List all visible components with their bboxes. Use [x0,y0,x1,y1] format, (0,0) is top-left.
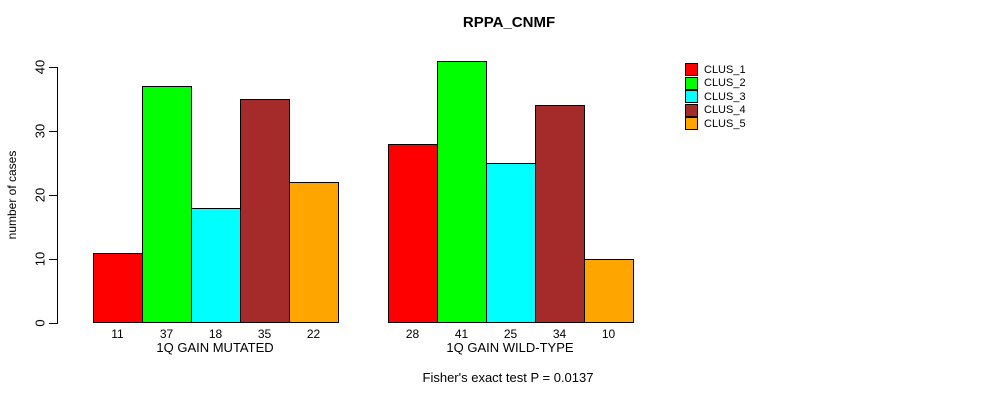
legend-swatch-icon [685,76,698,90]
y-tick-mark [49,323,57,324]
legend-swatch-icon [685,117,698,131]
legend-label: CLUS_5 [704,117,746,130]
legend-label: CLUS_4 [704,104,746,117]
legend-swatch-icon [685,103,698,117]
bar-value-label: 22 [306,327,321,341]
bar-clus_1-group2 [388,144,438,323]
legend-item-clus_2: CLUS_2 [685,76,746,91]
legend-swatch-icon [685,90,698,104]
y-tick-mark [49,195,57,196]
bar-value-label: 28 [405,327,420,341]
y-tick-label: 40 [32,59,48,75]
legend-swatch-icon [685,63,698,77]
bar-value-label: 37 [159,327,174,341]
y-tick-label: 10 [32,251,48,267]
bar-clus_1-group1 [93,253,143,323]
bar-value-label: 25 [503,327,518,341]
bar-clus_3-group2 [486,163,536,323]
legend-label: CLUS_2 [704,77,746,90]
bar-value-label: 35 [257,327,272,341]
bar-clus_2-group1 [142,86,192,323]
legend-label: CLUS_3 [704,90,746,103]
y-tick-mark [49,259,57,260]
y-tick-mark [49,67,57,68]
fisher-test-caption: Fisher's exact test P = 0.0137 [422,370,594,385]
chart-title: RPPA_CNMF [462,14,556,31]
legend-item-clus_4: CLUS_4 [685,103,746,118]
legend: CLUS_1 CLUS_2 CLUS_3 CLUS_4 CLUS_5 [685,63,746,131]
bar-value-label: 11 [111,327,124,341]
legend-label: CLUS_1 [704,63,746,76]
legend-item-clus_5: CLUS_5 [685,117,746,131]
y-axis-line [57,67,58,324]
y-axis-title: number of cases [5,150,19,240]
bar-clus_5-group2 [584,259,634,323]
legend-item-clus_1: CLUS_1 [685,63,746,77]
bar-clus_4-group2 [535,105,585,323]
y-tick-label: 30 [32,123,48,139]
group-label-wild-type: 1Q GAIN WILD-TYPE [446,340,574,355]
y-tick-label: 20 [32,187,48,203]
bar-clus_4-group1 [240,99,290,323]
group-label-mutated: 1Q GAIN MUTATED [156,340,274,355]
y-tick-mark [49,131,57,132]
bar-value-label: 18 [208,327,223,341]
bar-value-label: 10 [601,327,616,341]
y-tick-label: 0 [32,319,48,327]
bar-clus_3-group1 [191,208,241,323]
bar-clus_5-group1 [289,182,339,323]
bar-value-label: 34 [552,327,567,341]
bar-value-label: 41 [454,327,469,341]
bar-clus_2-group2 [437,61,487,323]
legend-item-clus_3: CLUS_3 [685,90,746,104]
